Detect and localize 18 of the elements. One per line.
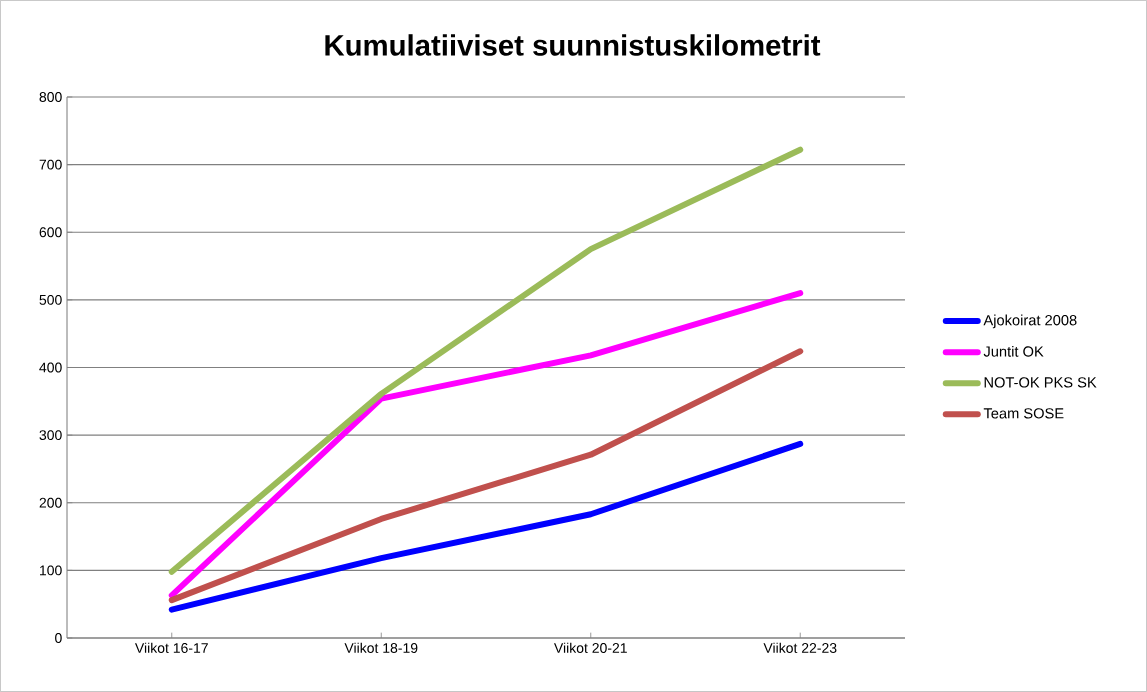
x-tick-label: Viikot 20-21 [553, 642, 627, 653]
legend-label: Ajokoirat 2008 [983, 314, 1077, 329]
x-tick-label: Viikot 16-17 [134, 642, 208, 653]
y-tick-label: 600 [39, 227, 62, 238]
legend-label: Team SOSE [983, 408, 1064, 419]
legend-label: Juntit OK [983, 345, 1044, 357]
y-tick-label: 400 [39, 362, 62, 373]
y-tick-label: 0 [55, 633, 62, 643]
x-tick-label: Viikot 18-19 [344, 642, 418, 653]
y-tick-label: 500 [39, 294, 62, 305]
y-tick-label: 700 [39, 159, 62, 170]
y-tick-label: 300 [39, 430, 62, 441]
y-tick-label: 100 [40, 565, 62, 576]
y-tick-label: 200 [39, 497, 62, 508]
y-tick-label: 800 [39, 92, 62, 102]
x-tick-label: Viikot 22-23 [763, 642, 837, 653]
chart-title: Kumulatiiviset suunnistuskilometrit [325, 34, 821, 56]
legend-label: NOT-OK PKS SK [984, 377, 1097, 388]
